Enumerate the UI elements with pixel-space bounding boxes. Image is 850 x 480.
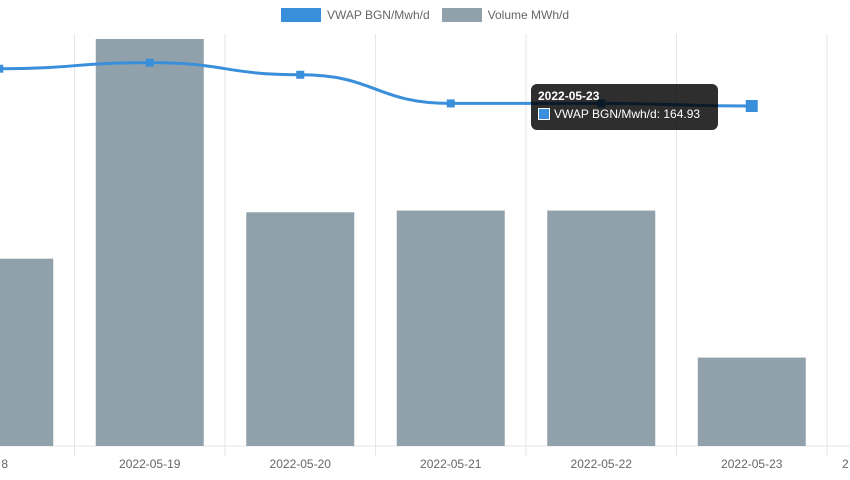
bar-volume-2022-05-21: [396, 210, 505, 446]
legend-swatch-volume: [441, 8, 482, 22]
legend-label-volume: Volume MWh/d: [487, 8, 570, 22]
point-vwap-2022-05-21: [446, 99, 455, 108]
tooltip-row: VWAP BGN/Mwh/d: 164.93: [538, 107, 711, 121]
tooltip-title: 2022-05-23: [538, 89, 600, 103]
tooltip: 2022-05-23 VWAP BGN/Mwh/d: 164.93: [531, 84, 718, 130]
bar-volume-2022-05-23: [697, 357, 806, 446]
x-tick-label: 2: [842, 457, 849, 471]
point-vwap-2022-05-23: [745, 100, 758, 112]
bar-volume-2022-05-22: [547, 210, 656, 446]
legend-item-vwap[interactable]: VWAP BGN/Mwh/d: [280, 8, 430, 22]
legend-item-volume[interactable]: Volume MWh/d: [441, 8, 570, 22]
point-vwap-2022-05-20: [296, 70, 305, 79]
x-tick-label: 2022-05-19: [119, 457, 181, 471]
chart-legend: VWAP BGN/Mwh/d Volume MWh/d: [0, 8, 850, 22]
point-vwap-2022-05-19: [145, 58, 154, 67]
x-tick-label: 2022-05-20: [270, 457, 332, 471]
bar-volume-2022-05-20: [246, 212, 355, 446]
x-tick-label: 2022-05-21: [420, 457, 482, 471]
legend-swatch-vwap: [280, 8, 321, 22]
x-tick-label: 2022-05-23: [721, 457, 783, 471]
x-tick-label: 2022-05-22: [571, 457, 633, 471]
point-vwap-2022-05-18: [0, 64, 4, 73]
bar-volume-2022-05-19: [95, 39, 204, 446]
tooltip-label: VWAP BGN/Mwh/d: 164.93: [554, 107, 701, 121]
bar-volume-2022-05-18: [0, 258, 54, 446]
legend-label-vwap: VWAP BGN/Mwh/d: [326, 8, 430, 22]
tooltip-swatch: [538, 108, 550, 120]
x-tick-label: 8: [1, 457, 8, 471]
